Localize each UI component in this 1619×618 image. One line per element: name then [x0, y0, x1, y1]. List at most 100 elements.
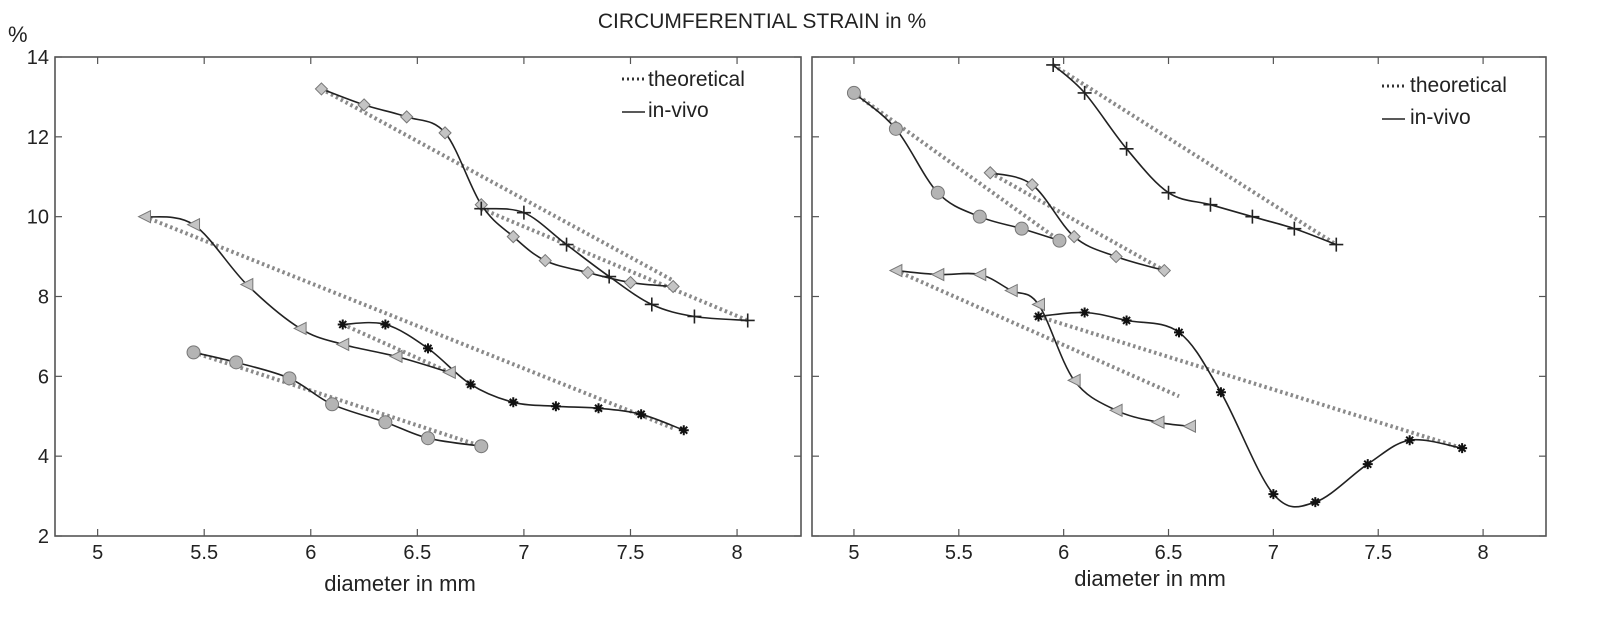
x-tick-label: 6 [1058, 542, 1069, 564]
circle-marker [1014, 221, 1029, 236]
diamond-marker [314, 82, 329, 96]
y-tick-label: 2 [38, 526, 49, 548]
plus-marker [1161, 185, 1176, 200]
plus-marker [559, 237, 574, 252]
theoretical-line [852, 91, 1061, 243]
plus-marker [1245, 209, 1260, 224]
invivo-line [321, 88, 674, 288]
star-marker [678, 425, 689, 436]
triangle-marker [335, 337, 350, 352]
plus-marker [1077, 85, 1092, 100]
diamond-marker [1025, 178, 1039, 192]
right-invivo-lines [853, 64, 1463, 508]
star-marker [1310, 497, 1321, 508]
theoretical-line [320, 87, 675, 283]
circle-marker [474, 439, 489, 454]
triangle-marker [137, 209, 152, 224]
invivo-line [1038, 311, 1463, 508]
star-marker [1268, 489, 1279, 500]
diamond-marker [538, 253, 552, 268]
triangle-marker [186, 217, 201, 232]
triangle-marker [1067, 373, 1081, 388]
plus-marker [1046, 57, 1061, 72]
diamond-marker [581, 265, 595, 280]
left-panel: 5 5.5 6 6.5 7 7.5 8 2 4 6 8 10 12 14 theoretical in-v… [27, 47, 802, 596]
circle-marker [229, 355, 244, 370]
right-legend: theoretical in-vivo [1382, 74, 1507, 129]
diamond-marker [506, 229, 520, 244]
star-marker [337, 319, 348, 330]
star-marker [1404, 435, 1415, 446]
theoretical-line [192, 350, 482, 449]
star-marker [1079, 307, 1090, 318]
circle-marker [930, 185, 945, 200]
triangle-marker [442, 365, 456, 380]
diamond-marker [1109, 249, 1123, 264]
legend-invivo-label: in-vivo [1410, 106, 1471, 129]
plus-marker [474, 201, 489, 216]
x-tick-label: 8 [731, 542, 742, 564]
x-tick-label: 5 [848, 542, 859, 564]
circle-marker [282, 371, 297, 386]
invivo-line [342, 321, 685, 431]
circle-marker [378, 415, 393, 430]
left-x-axis-label: diameter in mm [324, 571, 476, 596]
theoretical-line [895, 268, 1180, 399]
triangle-marker [1182, 419, 1196, 434]
circle-marker [846, 85, 861, 100]
diamond-marker [666, 279, 680, 294]
right-x-axis-label: diameter in mm [1074, 566, 1226, 591]
x-tick-label: 5.5 [190, 542, 218, 564]
triangle-marker [1031, 297, 1045, 312]
chart-title: CIRCUMFERENTIAL STRAIN in % [598, 10, 926, 33]
left-invivo-lines [144, 88, 748, 447]
x-tick-label: 6 [305, 542, 316, 564]
circle-marker [972, 209, 987, 224]
plus-marker [1329, 237, 1344, 252]
star-marker [636, 409, 647, 420]
right-panel: 5 5.5 6 6.5 7 7.5 8 theoretical in-vivo diamet… [811, 56, 1547, 591]
y-unit-label: % [8, 22, 28, 47]
theoretical-line [143, 214, 674, 431]
triangle-marker [1108, 403, 1123, 418]
invivo-line [1052, 64, 1337, 246]
x-tick-label: 7.5 [1364, 542, 1392, 564]
triangle-marker [972, 267, 987, 282]
diamond-marker [357, 98, 371, 112]
star-marker [1033, 311, 1044, 322]
plus-marker [1119, 141, 1134, 156]
star-marker [380, 319, 391, 330]
star-marker [1174, 327, 1184, 338]
triangle-marker [239, 277, 254, 292]
diamond-marker [399, 110, 414, 124]
y-tick-label: 10 [27, 207, 49, 229]
circle-marker [421, 431, 435, 446]
theoretical-line [1052, 63, 1338, 247]
right-axis-ticks: 5 5.5 6 6.5 7 7.5 8 [812, 56, 1546, 564]
y-tick-label: 4 [38, 446, 49, 468]
triangle-marker [1004, 283, 1018, 298]
diamond-marker [1157, 263, 1172, 278]
star-marker [1121, 315, 1132, 326]
x-tick-label: 8 [1478, 542, 1489, 564]
y-tick-label: 6 [38, 366, 49, 388]
plus-marker [1203, 197, 1218, 212]
x-tick-label: 5.5 [945, 542, 973, 564]
x-tick-label: 7.5 [617, 542, 645, 564]
legend-theoretical-label: theoretical [648, 68, 745, 91]
circle-marker [325, 397, 340, 412]
x-tick-label: 6.5 [403, 542, 431, 564]
plus-marker [1287, 221, 1302, 236]
star-marker [593, 403, 604, 414]
y-tick-label: 14 [27, 47, 49, 69]
legend-theoretical-label: theoretical [1410, 74, 1507, 97]
star-marker [550, 401, 561, 412]
star-marker [1457, 443, 1468, 454]
star-marker [1215, 387, 1226, 398]
y-tick-label: 8 [38, 287, 49, 309]
triangle-marker [1150, 415, 1165, 430]
theoretical-line [1037, 314, 1463, 451]
left-legend: theoretical in-vivo [622, 68, 745, 122]
